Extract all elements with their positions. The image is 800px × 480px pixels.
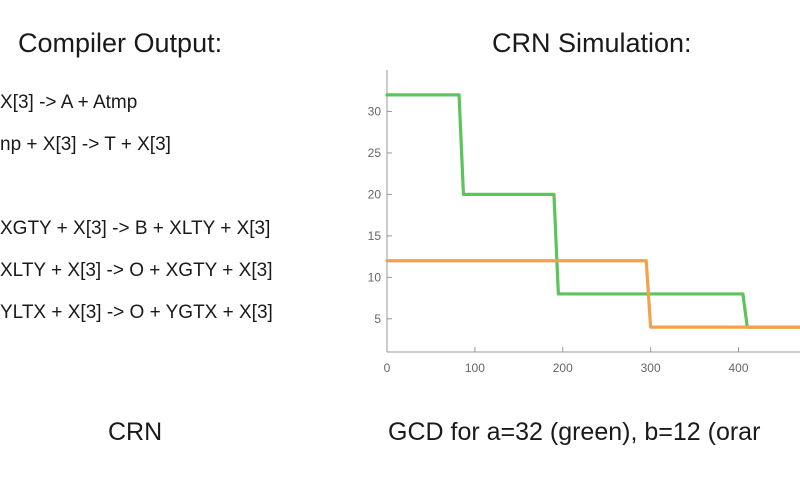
y-tick-label: 30 [368,104,382,118]
compiler-output-heading: Compiler Output: [18,28,223,58]
code-line-1: X[3] -> A + Atmp [0,92,138,113]
code-line-2: np + X[3] -> T + X[3] [0,134,171,155]
y-tick-label: 10 [368,270,382,284]
y-tick-label: 5 [374,312,381,326]
code-line-3: XGTY + X[3] -> B + XLTY + X[3] [0,218,271,239]
orange-series-line [385,259,800,329]
x-tick-label: 100 [465,361,485,375]
code-line-4: XLTY + X[3] -> O + XGTY + X[3] [0,260,273,281]
y-tick-label: 15 [368,229,382,243]
code-line-5: YLTX + X[3] -> O + YGTX + X[3] [0,302,273,323]
x-tick-label: 300 [641,361,661,375]
x-tick-label: 200 [553,361,573,375]
x-tick-label: 400 [728,361,748,375]
green-series-line [385,93,800,329]
chart-series [385,93,800,329]
y-tick-label: 20 [368,187,382,201]
gcd-caption: GCD for a=32 (green), b=12 (orar [388,418,761,446]
y-tick-label: 25 [368,146,382,160]
crn-simulation-heading: CRN Simulation: [492,28,692,58]
crn-caption: CRN [108,418,163,446]
x-tick-label: 0 [384,361,391,375]
chart-axes [386,70,800,353]
